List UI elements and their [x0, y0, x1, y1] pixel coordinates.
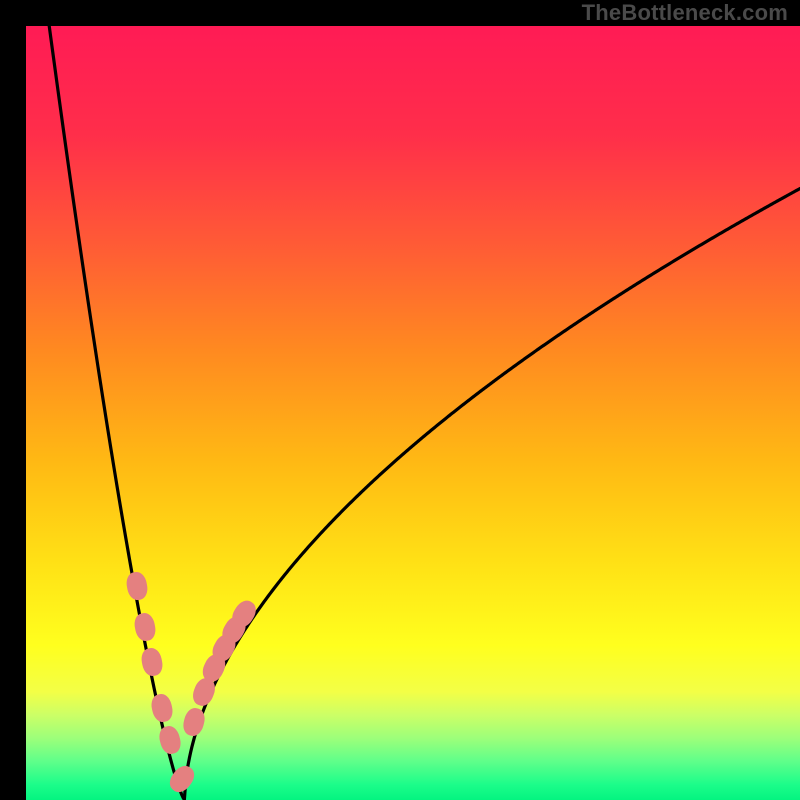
bottleneck-curve — [26, 26, 800, 800]
plot-area — [26, 26, 800, 800]
curve-path — [49, 26, 800, 800]
chart-container: TheBottleneck.com — [0, 0, 800, 800]
watermark-text: TheBottleneck.com — [582, 0, 788, 26]
